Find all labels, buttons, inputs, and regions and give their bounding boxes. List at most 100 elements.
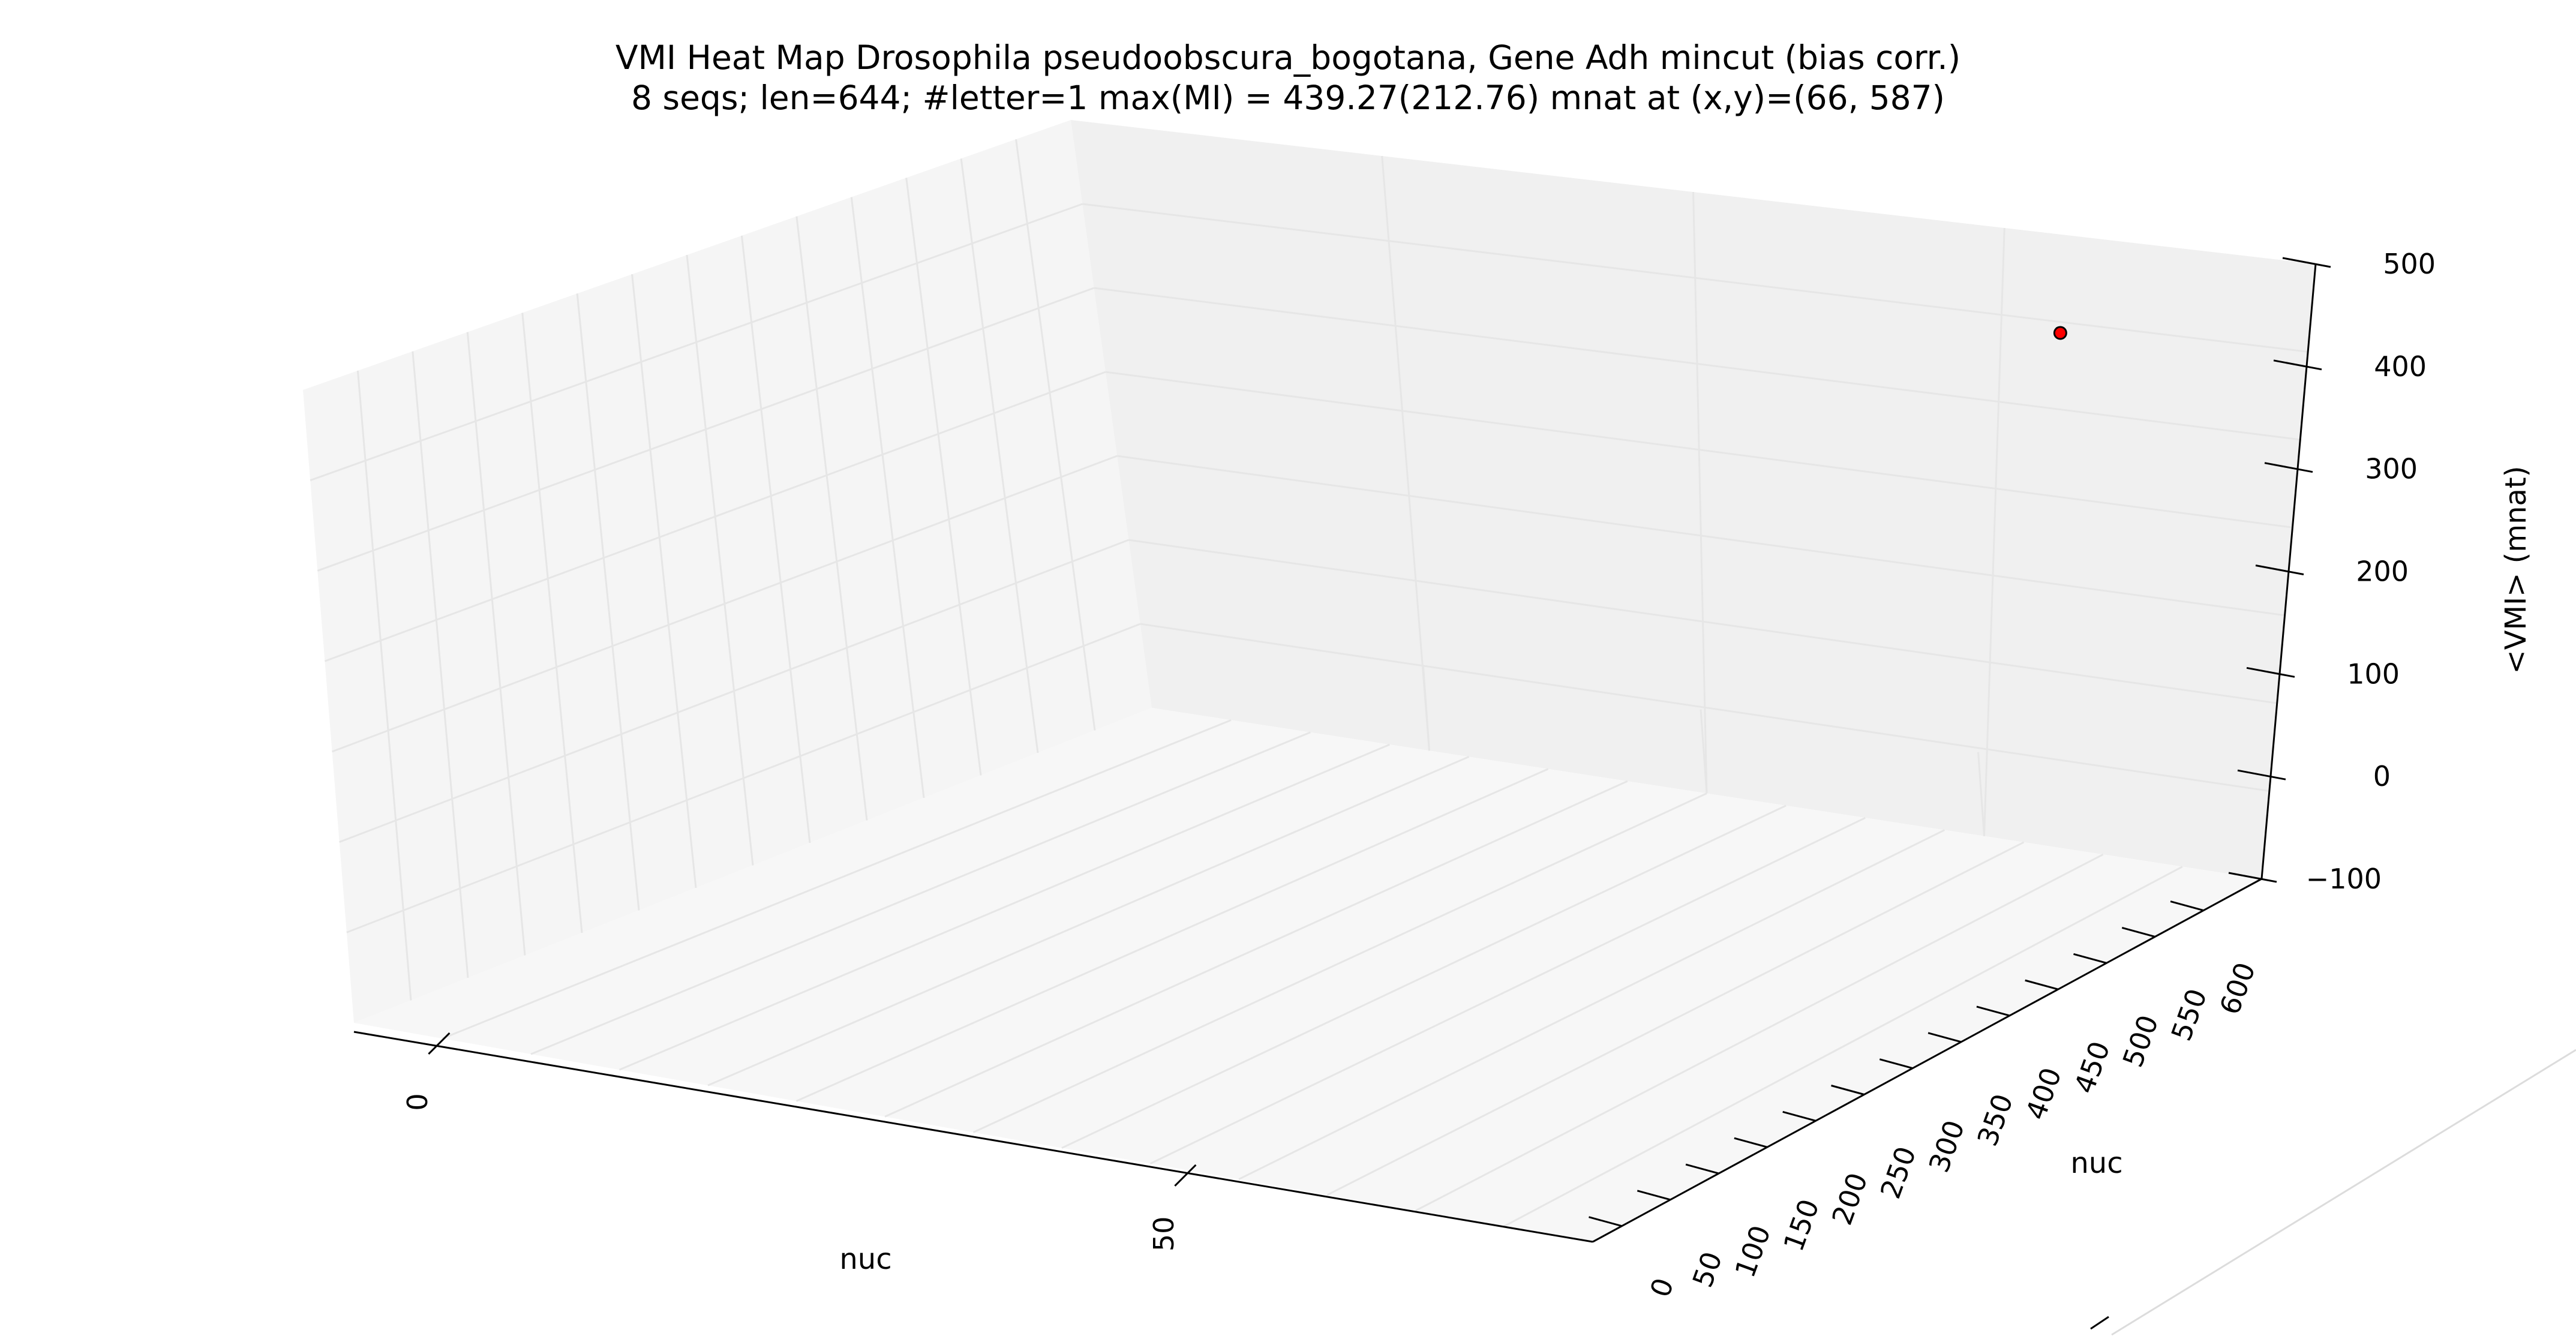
- grid-line: [905, 178, 982, 776]
- x-tick-label: 50: [1148, 1217, 1180, 1252]
- z-tick-label: 0: [2373, 760, 2391, 792]
- grid-line: [310, 203, 1083, 482]
- y-tick: [1637, 1190, 1671, 1201]
- y-tick-label: 50: [1686, 1247, 1729, 1291]
- z-tick: [2228, 872, 2277, 883]
- z-tick: [2237, 769, 2286, 780]
- chart-title: VMI Heat Map Drosophila pseudoobscura_bo…: [616, 38, 1960, 77]
- y-tick: [1685, 1163, 1719, 1175]
- y-tick-label: 0: [1644, 1274, 1680, 1301]
- left-pane: [303, 120, 1152, 1023]
- y-tick: [1782, 1110, 1817, 1122]
- z-tick-label: −100: [2306, 863, 2382, 895]
- y-tick-label: 350: [1971, 1089, 2019, 1150]
- y-tick: [1831, 1085, 1865, 1095]
- grid-line: [1238, 829, 1945, 1181]
- z-tick: [2255, 565, 2304, 575]
- floor-pane: [354, 708, 2262, 1242]
- y-tick-label: 550: [2165, 984, 2214, 1045]
- data-point: [2053, 326, 2067, 340]
- grid-line: [356, 370, 412, 1001]
- data-points: [2053, 326, 2067, 340]
- z-tick-label: 500: [2383, 248, 2436, 280]
- y-axis-line: [1592, 878, 2262, 1243]
- grid-line: [960, 158, 1039, 753]
- y-tick: [2170, 900, 2204, 912]
- grid-line: [346, 623, 1141, 933]
- y-tick-label: 600: [2213, 958, 2262, 1019]
- y-tick-label: 500: [2116, 1011, 2165, 1071]
- x-axis-label: nuc: [839, 1242, 891, 1276]
- grid-line: [412, 351, 469, 978]
- chart-subtitle: 8 seqs; len=644; #letter=1 max(MI) = 439…: [631, 79, 1945, 117]
- grid-line: [1692, 191, 1708, 794]
- grid-line: [795, 768, 1549, 1102]
- y-tick-label: 450: [2068, 1037, 2116, 1098]
- y-tick-label: 300: [1923, 1116, 1971, 1176]
- y-tick-label: 400: [2019, 1064, 2068, 1124]
- grid-line: [972, 792, 1707, 1133]
- grid-line: [1422, 667, 1430, 751]
- y-tick: [1734, 1137, 1768, 1148]
- grid-line: [850, 197, 925, 798]
- grid-line: [686, 254, 754, 866]
- y-tick: [2073, 953, 2107, 964]
- y-tick: [1928, 1032, 1962, 1043]
- grid-line: [1983, 227, 2005, 836]
- grid-line: [1415, 853, 2104, 1212]
- z-tick-label: 100: [2347, 658, 2400, 690]
- grid-line: [1977, 752, 1985, 836]
- grid-line: [1149, 816, 1866, 1164]
- grid-line: [339, 539, 1129, 843]
- y-axis-label: nuc: [2070, 1146, 2122, 1180]
- y-tick: [1879, 1058, 1913, 1070]
- grid-line: [521, 313, 583, 933]
- z-tick-label: 400: [2374, 350, 2427, 383]
- y-tick-label: 100: [1728, 1221, 1777, 1282]
- grid-line: [1700, 709, 1708, 794]
- x-tick-label: 0: [401, 1093, 434, 1110]
- stray-axis-line: [2111, 1049, 2576, 1336]
- x-axis-line: [353, 1031, 1593, 1243]
- grid-line: [619, 743, 1391, 1071]
- grid-line: [1015, 139, 1096, 731]
- grid-line: [332, 455, 1118, 753]
- grid-line: [576, 293, 640, 911]
- y-tick: [1589, 1216, 1622, 1227]
- y-tick: [2121, 927, 2155, 938]
- y-tick-label: 250: [1874, 1142, 1923, 1203]
- y-tick: [1976, 1005, 2010, 1017]
- z-axis-label: <VMI> (mnat): [2499, 466, 2533, 674]
- grid-lines: [310, 139, 2308, 1227]
- y-tick-label: 200: [1826, 1169, 1874, 1229]
- grid-line: [466, 332, 526, 956]
- grid-line: [884, 780, 1628, 1118]
- grid-line: [795, 216, 868, 821]
- z-tick-label: 300: [2365, 453, 2418, 485]
- z-tick: [2246, 667, 2295, 678]
- stray-axis-tick: [2090, 1316, 2109, 1330]
- grid-line: [317, 287, 1095, 572]
- back-pane: [1071, 120, 2316, 879]
- y-tick-label: 150: [1777, 1195, 1826, 1256]
- tick-marks: [428, 257, 2331, 1227]
- x-tick: [1174, 1164, 1197, 1187]
- grid-line: [740, 235, 811, 843]
- grid-line: [1381, 155, 1430, 751]
- z-tick: [2273, 359, 2322, 371]
- x-tick: [428, 1032, 451, 1055]
- y-tick: [2025, 979, 2059, 990]
- grid-line: [707, 756, 1470, 1086]
- grid-line: [631, 274, 697, 888]
- z-tick: [2264, 462, 2313, 473]
- grid-line: [442, 719, 1232, 1040]
- axis-panes: [303, 120, 2316, 1242]
- grid-line: [1326, 841, 2025, 1196]
- grid-line: [324, 371, 1106, 662]
- grid-line: [1061, 804, 1787, 1149]
- z-tick: [2282, 257, 2331, 268]
- grid-line: [530, 731, 1311, 1055]
- grid-line: [1503, 866, 2183, 1227]
